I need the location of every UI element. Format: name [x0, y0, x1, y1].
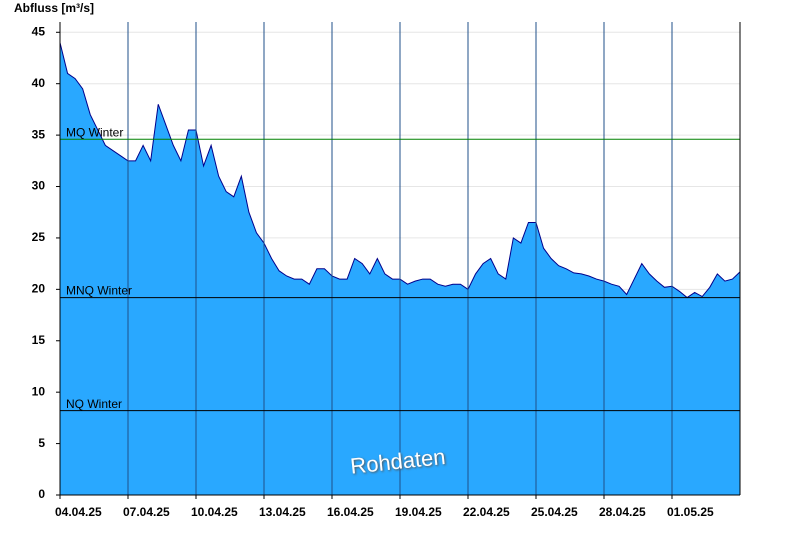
y-tick-label: 0	[38, 487, 45, 501]
y-tick-label: 30	[32, 179, 46, 193]
y-tick-label: 35	[32, 127, 46, 141]
x-tick-label: 19.04.25	[395, 505, 442, 519]
y-tick-label: 20	[32, 282, 46, 296]
x-tick-label: 10.04.25	[191, 505, 238, 519]
reference-label: NQ Winter	[66, 397, 122, 411]
y-tick-label: 40	[32, 76, 46, 90]
x-tick-label: 07.04.25	[123, 505, 170, 519]
x-tick-label: 16.04.25	[327, 505, 374, 519]
y-tick-label: 5	[38, 436, 45, 450]
x-tick-label: 01.05.25	[667, 505, 714, 519]
y-tick-label: 15	[32, 333, 46, 347]
area	[60, 42, 740, 495]
reference-label: MQ Winter	[66, 125, 123, 139]
y-tick-label: 45	[32, 24, 46, 38]
y-tick-label: 10	[32, 384, 46, 398]
y-tick-label: 25	[32, 230, 46, 244]
x-tick-label: 22.04.25	[463, 505, 510, 519]
x-tick-label: 13.04.25	[259, 505, 306, 519]
x-tick-label: 25.04.25	[531, 505, 578, 519]
x-tick-label: 28.04.25	[599, 505, 646, 519]
y-axis-label: Abfluss [m³/s]	[14, 1, 94, 15]
x-tick-label: 04.04.25	[55, 505, 102, 519]
reference-label: MNQ Winter	[66, 284, 132, 298]
